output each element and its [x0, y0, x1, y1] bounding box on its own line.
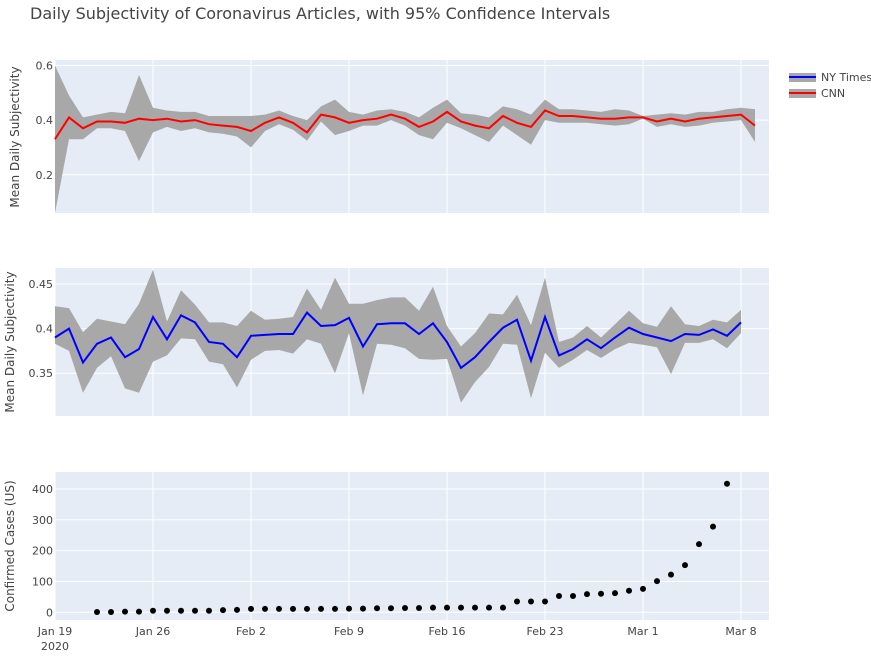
cases-plot-background [55, 472, 769, 620]
y-tick-label: 200 [32, 545, 53, 558]
legend-label-cnn: CNN [821, 87, 845, 100]
case-point [640, 585, 646, 592]
case-point [710, 523, 716, 530]
case-point [318, 605, 324, 612]
chart-title: Daily Subjectivity of Coronavirus Articl… [30, 4, 610, 23]
case-point [528, 598, 534, 605]
case-point [430, 604, 436, 611]
y-tick-label: 400 [32, 483, 53, 496]
case-point [108, 608, 114, 615]
case-point [570, 592, 576, 599]
cnn-subjectivity-panel: 0.2 0.4 0.6 Mean Daily Subjectivity [8, 59, 769, 213]
case-point [192, 607, 198, 614]
case-point [402, 604, 408, 611]
legend: NY Times CNN [789, 71, 871, 100]
legend-item-nyt[interactable]: NY Times [789, 71, 871, 84]
case-point [556, 592, 562, 599]
x-tick-label: Jan 26 [135, 625, 170, 638]
case-point [444, 604, 450, 611]
cnn-y-axis-title: Mean Daily Subjectivity [8, 66, 22, 207]
y-tick-label: 0.35 [29, 367, 54, 380]
y-tick-label: 0.4 [36, 323, 54, 336]
case-point [682, 562, 688, 569]
x-tick-sublabel: 2020 [41, 640, 69, 653]
case-point [374, 605, 380, 612]
case-point [626, 587, 632, 594]
case-point [654, 578, 660, 585]
x-tick-labels: Jan 19 2020 Jan 26 Feb 2 Feb 9 Feb 16 Feb 23 Ma… [37, 625, 757, 653]
case-point [598, 590, 604, 597]
case-point [612, 590, 618, 597]
case-point [472, 604, 478, 611]
case-point [136, 608, 142, 615]
x-tick-label: Feb 2 [236, 625, 266, 638]
y-tick-label: 0 [46, 606, 53, 619]
y-tick-label: 300 [32, 514, 53, 527]
case-point [150, 607, 156, 614]
y-tick-label: 0.6 [36, 59, 54, 72]
case-point [304, 605, 310, 612]
case-point [220, 607, 226, 614]
case-point [164, 607, 170, 614]
case-point [276, 605, 282, 612]
case-point [94, 608, 100, 615]
y-tick-label: 100 [32, 575, 53, 588]
cases-y-axis-title: Confirmed Cases (US) [3, 480, 17, 611]
case-point [514, 598, 520, 605]
confirmed-cases-panel: 0 100 200 300 400 Confirmed Cases (US) [3, 472, 769, 620]
case-point [234, 606, 240, 613]
case-point [332, 605, 338, 612]
case-point [178, 607, 184, 614]
case-point [262, 605, 268, 612]
x-tick-label: Feb 16 [429, 625, 466, 638]
x-tick-label: Feb 9 [334, 625, 364, 638]
nyt-y-axis-title: Mean Daily Subjectivity [3, 271, 17, 412]
cnn-mean-line [54, 109, 756, 140]
nyt-y-tick-labels: 0.35 0.4 0.45 [29, 278, 54, 380]
x-tick-label: Mar 8 [725, 625, 756, 638]
x-tick-label: Mar 1 [627, 625, 658, 638]
case-point [486, 604, 492, 611]
legend-item-cnn[interactable]: CNN [789, 87, 845, 100]
case-point [668, 571, 674, 578]
nyt-mean-line [54, 311, 742, 370]
cnn-plot-background [55, 60, 769, 213]
case-point [500, 604, 506, 611]
legend-label-nyt: NY Times [821, 71, 871, 84]
case-point [458, 604, 464, 611]
x-tick-label: Jan 19 [37, 625, 72, 638]
case-point [696, 541, 702, 548]
cnn-y-tick-labels: 0.2 0.4 0.6 [36, 59, 54, 181]
case-point [346, 605, 352, 612]
case-point [122, 608, 128, 615]
case-point [416, 604, 422, 611]
case-point [248, 605, 254, 612]
y-tick-label: 0.4 [36, 114, 54, 127]
case-point [584, 591, 590, 598]
x-tick-label: Feb 23 [527, 625, 564, 638]
case-point [206, 607, 212, 614]
case-point [724, 480, 730, 487]
cases-gridlines [54, 472, 769, 620]
case-point [360, 605, 366, 612]
y-tick-label: 0.45 [29, 278, 54, 291]
cases-y-tick-labels: 0 100 200 300 400 [32, 483, 53, 619]
cases-markers [94, 480, 730, 615]
case-point [290, 605, 296, 612]
nyt-confidence-band [55, 269, 741, 403]
case-point [388, 605, 394, 612]
case-point [542, 598, 548, 605]
nyt-subjectivity-panel: 0.35 0.4 0.45 Mean Daily Subjectivity [3, 268, 769, 416]
y-tick-label: 0.2 [36, 169, 54, 182]
